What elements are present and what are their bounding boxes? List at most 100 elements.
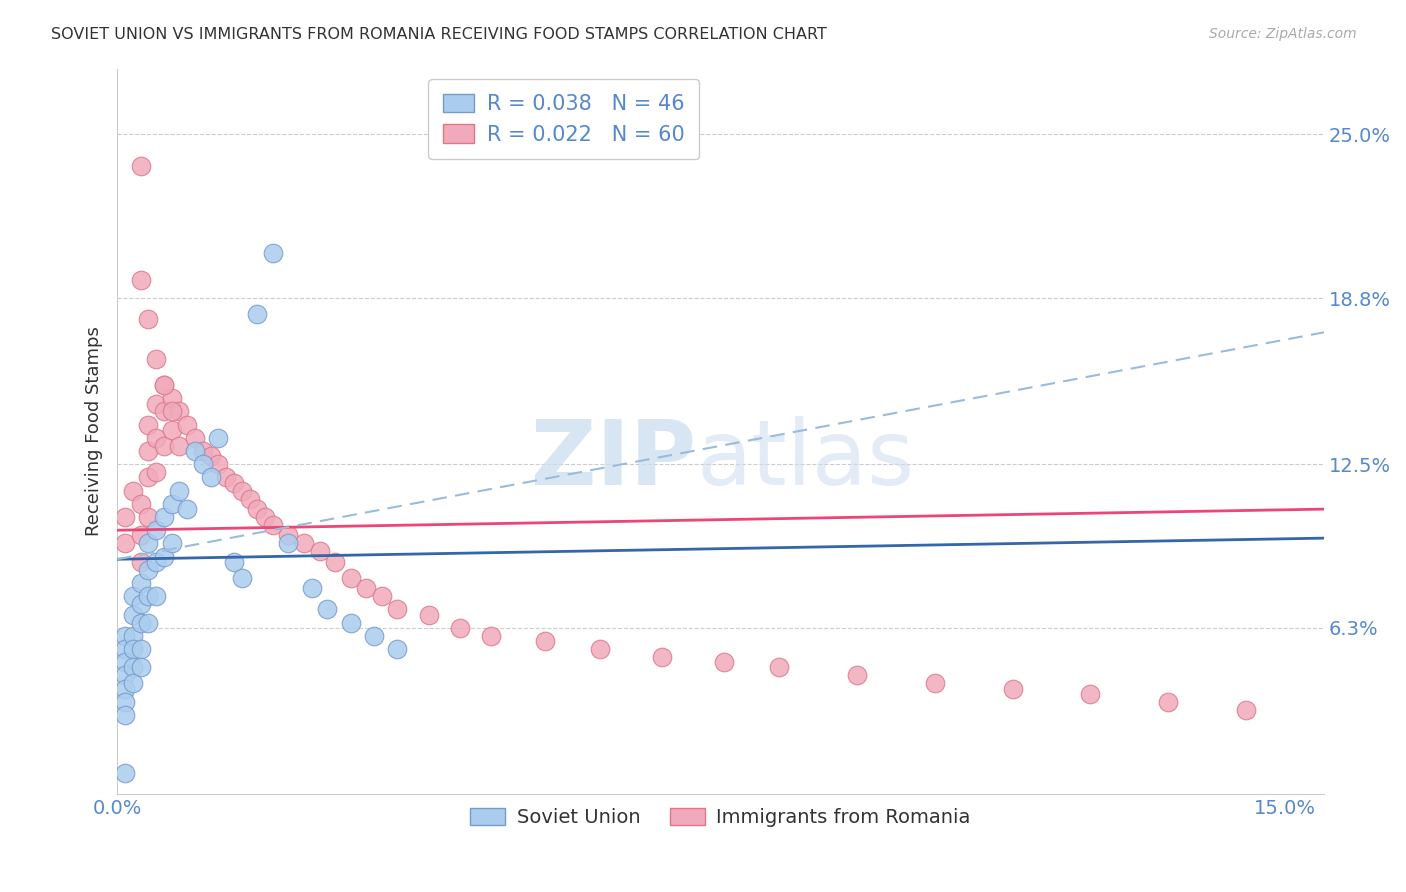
Point xyxy=(121,642,143,657)
Point xyxy=(277,528,299,542)
Point xyxy=(160,497,183,511)
Point xyxy=(768,660,790,674)
Point xyxy=(136,417,159,432)
Point xyxy=(207,431,229,445)
Point xyxy=(589,642,612,657)
Point xyxy=(121,629,143,643)
Point xyxy=(114,536,136,550)
Point xyxy=(114,629,136,643)
Point xyxy=(136,312,159,326)
Point xyxy=(418,607,440,622)
Point xyxy=(262,246,284,260)
Point xyxy=(222,475,245,490)
Point xyxy=(129,576,152,591)
Point xyxy=(153,378,176,392)
Point xyxy=(160,423,183,437)
Point xyxy=(308,544,330,558)
Point xyxy=(114,668,136,682)
Point xyxy=(262,517,284,532)
Point xyxy=(136,589,159,603)
Point xyxy=(153,378,176,392)
Point xyxy=(1080,687,1102,701)
Point xyxy=(153,404,176,418)
Legend: Soviet Union, Immigrants from Romania: Soviet Union, Immigrants from Romania xyxy=(463,800,979,835)
Point xyxy=(254,510,277,524)
Point xyxy=(121,483,143,498)
Text: ZIP: ZIP xyxy=(531,417,696,504)
Point xyxy=(339,615,361,630)
Point xyxy=(316,602,339,616)
Point xyxy=(339,571,361,585)
Point xyxy=(246,307,269,321)
Point xyxy=(129,642,152,657)
Point xyxy=(1157,695,1180,709)
Point xyxy=(176,417,198,432)
Point xyxy=(121,589,143,603)
Point xyxy=(651,649,673,664)
Point xyxy=(160,404,183,418)
Point xyxy=(231,483,253,498)
Point xyxy=(387,642,409,657)
Point xyxy=(114,655,136,669)
Point xyxy=(184,444,207,458)
Point xyxy=(200,450,222,464)
Point xyxy=(356,581,378,595)
Point xyxy=(145,396,167,410)
Point xyxy=(277,536,299,550)
Point xyxy=(121,660,143,674)
Point xyxy=(145,523,167,537)
Point xyxy=(169,439,191,453)
Point xyxy=(121,676,143,690)
Point xyxy=(114,695,136,709)
Point xyxy=(845,668,868,682)
Point xyxy=(129,272,152,286)
Point xyxy=(129,615,152,630)
Point xyxy=(153,439,176,453)
Point xyxy=(292,536,315,550)
Point xyxy=(191,457,214,471)
Point xyxy=(145,589,167,603)
Point xyxy=(136,444,159,458)
Point xyxy=(449,621,471,635)
Point xyxy=(121,607,143,622)
Point xyxy=(246,502,269,516)
Point xyxy=(129,159,152,173)
Point xyxy=(114,510,136,524)
Point xyxy=(184,431,207,445)
Point xyxy=(323,555,346,569)
Point xyxy=(114,766,136,780)
Text: atlas: atlas xyxy=(696,417,914,504)
Point xyxy=(534,634,557,648)
Point xyxy=(200,470,222,484)
Point xyxy=(924,676,946,690)
Point xyxy=(136,563,159,577)
Point xyxy=(363,629,385,643)
Point xyxy=(145,431,167,445)
Point xyxy=(238,491,260,506)
Text: Source: ZipAtlas.com: Source: ZipAtlas.com xyxy=(1209,27,1357,41)
Point xyxy=(145,555,167,569)
Point xyxy=(479,629,502,643)
Point xyxy=(129,528,152,542)
Point xyxy=(387,602,409,616)
Point xyxy=(153,510,176,524)
Point xyxy=(169,404,191,418)
Point xyxy=(129,555,152,569)
Point xyxy=(114,707,136,722)
Point xyxy=(136,615,159,630)
Point xyxy=(160,536,183,550)
Point xyxy=(136,536,159,550)
Point xyxy=(136,470,159,484)
Point xyxy=(114,681,136,696)
Point xyxy=(1234,703,1257,717)
Point xyxy=(176,502,198,516)
Point xyxy=(231,571,253,585)
Point xyxy=(301,581,323,595)
Point xyxy=(371,589,394,603)
Point xyxy=(207,457,229,471)
Point xyxy=(129,497,152,511)
Point xyxy=(153,549,176,564)
Text: SOVIET UNION VS IMMIGRANTS FROM ROMANIA RECEIVING FOOD STAMPS CORRELATION CHART: SOVIET UNION VS IMMIGRANTS FROM ROMANIA … xyxy=(51,27,827,42)
Point xyxy=(129,597,152,611)
Point xyxy=(160,392,183,406)
